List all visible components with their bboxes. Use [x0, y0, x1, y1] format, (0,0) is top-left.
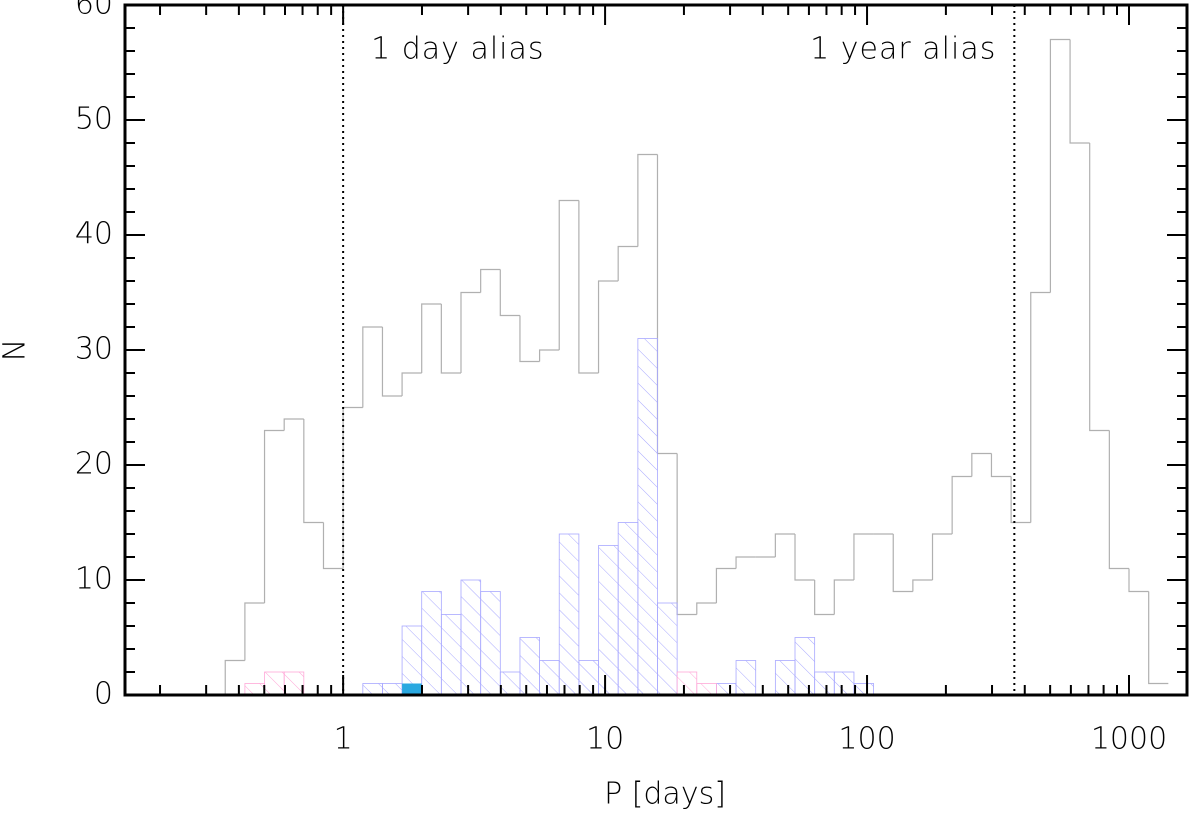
histogram-step [1148, 591, 1169, 685]
histogram-step [1108, 430, 1129, 570]
y-axis-label: N [0, 339, 33, 361]
histogram-step [833, 579, 854, 615]
histogram-step [735, 556, 756, 569]
annotation: 1 year alias [810, 32, 996, 67]
histogram-step [971, 452, 992, 477]
histogram-step [715, 567, 737, 603]
histogram-bar [676, 671, 698, 696]
histogram-step [362, 326, 383, 408]
y-tick-label: 30 [75, 332, 113, 367]
histogram-bar [833, 671, 855, 696]
histogram-step [558, 199, 579, 350]
histogram-step [1049, 38, 1071, 293]
histogram-bar [794, 637, 816, 696]
histogram-bar [716, 683, 737, 696]
histogram-step [1089, 143, 1110, 432]
histogram-step [538, 349, 560, 362]
histogram-bar [637, 338, 658, 696]
histogram-bar [244, 683, 265, 696]
histogram-bar [617, 522, 639, 696]
histogram-step [244, 602, 265, 661]
plot-marks [224, 38, 1169, 696]
histogram-step [283, 418, 304, 431]
histogram-step [303, 419, 324, 524]
x-tick-label: 100 [838, 722, 895, 757]
histogram-bar [283, 671, 305, 696]
histogram-step [912, 579, 933, 592]
histogram-step [499, 269, 520, 317]
annotation: 1 day alias [371, 32, 544, 67]
histogram-bar [382, 683, 403, 696]
histogram-bar [440, 614, 462, 696]
histogram-bar [774, 660, 796, 696]
histogram-bar [735, 660, 757, 696]
histogram-step [1069, 39, 1090, 144]
x-tick-label: 1000 [1091, 722, 1167, 757]
histogram-step [892, 534, 913, 593]
histogram-step [1010, 476, 1031, 524]
histogram-bar [421, 591, 442, 696]
histogram-step [519, 315, 540, 363]
y-tick-label: 40 [75, 217, 113, 252]
histogram-bar [814, 671, 835, 696]
histogram-step [480, 268, 501, 293]
histogram-bar [657, 602, 678, 696]
histogram-step [774, 533, 796, 557]
histogram-step [322, 522, 344, 570]
histogram-step [637, 153, 658, 247]
x-axis-label: P [days] [604, 777, 726, 812]
histogram-step [597, 280, 619, 373]
histogram-step [421, 303, 442, 373]
histogram-step [931, 533, 953, 580]
histogram-step [263, 429, 285, 603]
histogram-step [853, 533, 874, 580]
histogram-step [381, 327, 403, 397]
histogram-step [676, 453, 697, 616]
histogram-bar [598, 545, 619, 696]
histogram-step [342, 406, 363, 569]
histogram-step [1128, 568, 1149, 593]
histogram-bar [480, 591, 501, 696]
histogram-step [224, 659, 245, 695]
histogram-bar [519, 637, 540, 696]
y-tick-label: 10 [75, 562, 113, 597]
histogram-bar [362, 683, 383, 696]
histogram-step [794, 534, 815, 581]
histogram-step [656, 154, 678, 455]
histogram-bar [264, 671, 285, 696]
histogram-step [696, 602, 717, 615]
histogram-bar [539, 660, 560, 696]
histogram-step [990, 453, 1012, 478]
y-tick-label: 0 [94, 677, 113, 712]
histogram-bar [558, 533, 580, 696]
histogram-step [814, 580, 835, 616]
x-tick-label: 1 [334, 722, 353, 757]
histogram-step [460, 291, 481, 373]
histogram-step [617, 245, 638, 281]
y-tick-label: 20 [75, 447, 113, 482]
histogram-step [401, 372, 422, 396]
histogram-bar [499, 671, 521, 696]
histogram-step [578, 200, 599, 374]
histogram-bar [696, 683, 717, 696]
histogram-bar [460, 579, 482, 696]
histogram-bar [402, 683, 422, 695]
y-tick-label: 60 [75, 0, 113, 22]
x-tick-label: 10 [586, 722, 624, 757]
histogram-step [440, 304, 461, 374]
histogram-bar [853, 683, 874, 696]
histogram-step [951, 475, 972, 534]
y-tick-label: 50 [75, 102, 113, 137]
histogram-step [1030, 291, 1051, 523]
histogram-bar [578, 660, 599, 696]
